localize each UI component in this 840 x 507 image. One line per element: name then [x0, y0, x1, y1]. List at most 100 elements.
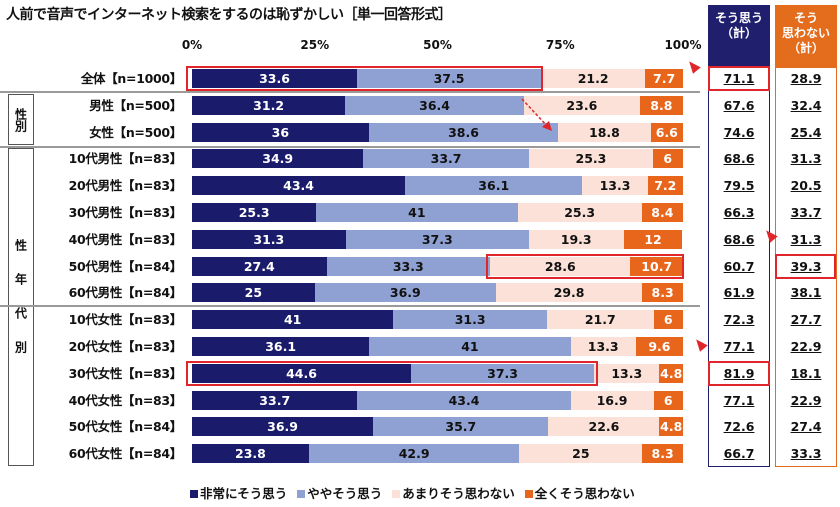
summary-value: 20.5: [790, 178, 822, 194]
bar-segment-全くそう思わない: 10.7: [630, 256, 683, 276]
summary-value: 81.9: [723, 365, 755, 381]
bar-segment-全くそう思わない: 6: [653, 149, 683, 169]
highlight-box-summary: [708, 360, 770, 386]
row-separator: [0, 305, 700, 307]
bar-segment-非常にそう思う: 33.7: [192, 390, 358, 410]
legend-label: 非常にそう思う: [200, 486, 288, 501]
summary-value: 27.4: [790, 419, 822, 435]
summary-value: 32.4: [790, 97, 822, 113]
legend-item: あまりそう思わない: [392, 483, 515, 502]
legend-item: 全くそう思わない: [524, 483, 635, 502]
summary-value: 72.3: [723, 312, 755, 328]
row-label: 女性【n=500】: [89, 124, 182, 140]
bar-segment-ややそう思う: 36.9: [314, 283, 496, 303]
highlight-box-overall: [186, 66, 543, 91]
highlight-box-30s-female: [186, 360, 598, 386]
bar-segment-あまりそう思わない: 18.8: [558, 122, 651, 142]
bar-segment-あまりそう思わない: 28.6: [490, 256, 631, 276]
bar-segment-あまりそう思わない: 29.8: [495, 283, 643, 303]
bar-segment-ややそう思う: 35.7: [373, 417, 549, 437]
group-label-gender-age: 性年代別: [8, 148, 34, 466]
row-label: 60代男性【n=84】: [68, 285, 183, 301]
bar-segment-非常にそう思う: 27.4: [192, 256, 327, 276]
summary-value: 31.3: [790, 151, 822, 167]
bar-segment-ややそう思う: 37.3: [345, 229, 529, 249]
summary-column-frame: [708, 68, 770, 467]
bar-segment-非常にそう思う: 36: [192, 122, 369, 142]
bar-segment-あまりそう思わない: 13.3: [570, 337, 636, 356]
bar-segment-あまりそう思わない: 25.3: [528, 149, 654, 169]
bar-segment-非常にそう思う: 36.9: [192, 417, 374, 437]
summary-header-line: 思わない: [781, 26, 830, 40]
summary-value: 66.7: [723, 446, 755, 462]
row-label: 40代男性【n=83】: [68, 231, 183, 247]
summary-value: 71.1: [723, 71, 755, 86]
legend-item: ややそう思う: [297, 483, 382, 502]
bar-segment-ややそう思う: 41: [369, 337, 571, 356]
bar-segment-ややそう思う: 33.7: [363, 149, 529, 169]
row-label: 男性【n=500】: [89, 97, 182, 113]
bar-segment-非常にそう思う: 43.4: [192, 176, 406, 196]
row-label: 20代男性【n=83】: [68, 178, 183, 194]
summary-value: 27.7: [790, 312, 822, 328]
summary-value: 33.7: [790, 205, 822, 220]
bar-segment-全くそう思わない: 4.8: [659, 417, 683, 437]
summary-value: 68.6: [723, 151, 755, 167]
summary-value: 68.6: [723, 231, 755, 247]
row-label: 40代女性【n=83】: [68, 392, 183, 408]
summary-value: 31.3: [790, 231, 822, 247]
legend-swatch: [392, 490, 401, 498]
summary-header-line: （計）: [787, 41, 824, 55]
bar-segment-非常にそう思う: 34.9: [192, 149, 364, 169]
summary-value: 33.3: [790, 446, 822, 462]
bar-segment-全くそう思わない: 8.8: [639, 95, 683, 115]
summary-value: 22.9: [790, 339, 822, 354]
bar-segment-ややそう思う: 36.4: [345, 95, 524, 115]
row-label: 50代女性【n=84】: [68, 419, 183, 435]
summary-value: 60.7: [723, 258, 755, 274]
bar-segment-非常にそう思う: 36.1: [192, 337, 370, 356]
summary-value: 28.9: [790, 71, 822, 86]
row-label: 50代男性【n=84】: [68, 258, 183, 274]
row-label: 全体【n=1000】: [80, 71, 182, 86]
bar-segment-あまりそう思わない: 13.3: [582, 176, 648, 196]
chart-title: 人前で音声でインターネット検索をするのは恥ずかしい［単一回答形式］: [6, 7, 452, 23]
bar-segment-全くそう思わない: 4.8: [659, 363, 683, 383]
summary-value: 61.9: [723, 285, 755, 301]
x-tick-label: 75%: [545, 38, 575, 52]
bar-segment-全くそう思わない: 6: [653, 390, 683, 410]
bar-segment-ややそう思う: 42.9: [308, 444, 520, 464]
row-separator: [0, 91, 700, 93]
summary-value: 66.3: [723, 205, 755, 220]
bar-segment-全くそう思わない: 9.6: [635, 337, 683, 356]
row-label: 10代女性【n=83】: [68, 312, 183, 328]
legend-swatch: [297, 490, 306, 498]
summary-header-line: そう: [793, 11, 818, 25]
bar-segment-あまりそう思わない: 25.3: [517, 203, 642, 222]
summary-value: 39.3: [790, 258, 822, 274]
bar-segment-非常にそう思う: 25.3: [192, 203, 317, 222]
bar-segment-あまりそう思わない: 21.7: [546, 310, 654, 330]
legend: 非常にそう思う ややそう思う あまりそう思わない 全くそう思わない: [190, 483, 635, 502]
bar-segment-全くそう思わない: 8.4: [641, 203, 683, 222]
row-label: 60代女性【n=84】: [68, 446, 183, 462]
bar-segment-あまりそう思わない: 23.6: [523, 95, 640, 115]
bar-segment-あまりそう思わない: 21.2: [541, 69, 646, 88]
legend-label: あまりそう思わない: [402, 486, 515, 501]
bar-segment-非常にそう思う: 31.3: [192, 229, 346, 249]
x-tick-label: 25%: [300, 38, 330, 52]
bar-segment-全くそう思わない: 7.7: [645, 69, 683, 88]
bar-segment-ややそう思う: 37.5: [356, 69, 542, 88]
bar-segment-非常にそう思う: 23.8: [192, 444, 309, 464]
bar-segment-全くそう思わない: 8.3: [642, 283, 683, 303]
summary-value: 72.6: [723, 419, 755, 435]
bar-segment-全くそう思わない: 12: [623, 229, 683, 249]
legend-item: 非常にそう思う: [190, 483, 287, 502]
bar-segment-あまりそう思わない: 25: [519, 444, 643, 464]
summary-header-line: （計）: [720, 26, 757, 40]
bar-segment-ややそう思う: 36.1: [405, 176, 583, 196]
legend-swatch: [190, 490, 198, 498]
summary-header-line: そう思う: [714, 11, 763, 25]
